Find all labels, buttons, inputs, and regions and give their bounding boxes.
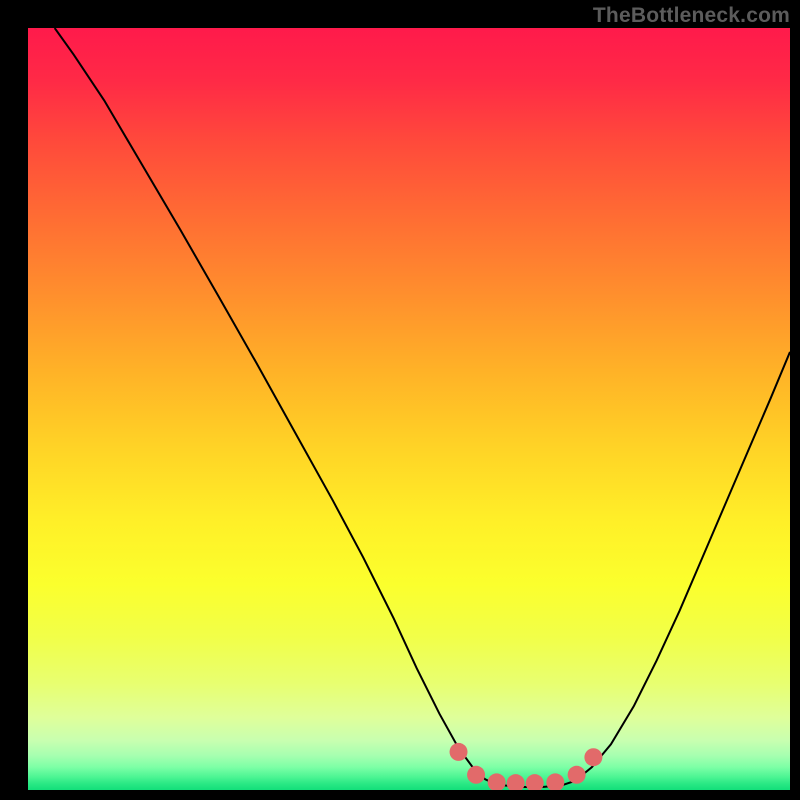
curve-layer [55,28,790,787]
chart-root: TheBottleneck.com [0,0,800,800]
marker-dot [507,774,525,790]
marker-dot [546,773,564,790]
marker-dot [450,743,468,761]
plot-svg [28,28,790,790]
curve-right [561,352,790,786]
marker-dot [467,766,485,784]
marker-dot [526,774,544,790]
marker-dot [488,773,506,790]
plot-frame [28,28,790,790]
watermark-text: TheBottleneck.com [593,4,790,28]
marker-dot [584,748,602,766]
marker-dot [568,766,586,784]
curve-left [55,28,562,787]
